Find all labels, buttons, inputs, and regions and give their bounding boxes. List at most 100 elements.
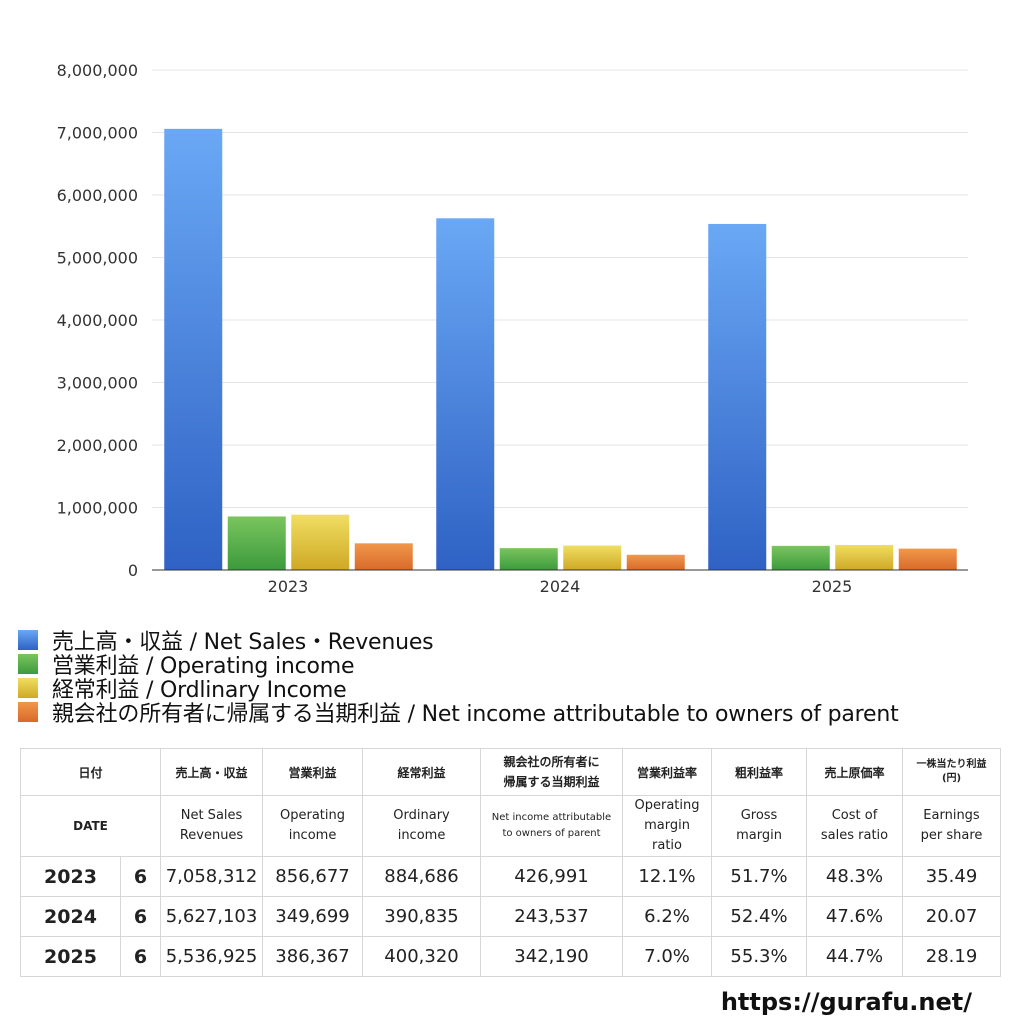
header-eps-en-1: Earnings — [923, 808, 980, 823]
header-sales-jp: 売上高・収益 — [160, 748, 264, 796]
cell-ordinary: 390,835 — [362, 896, 482, 937]
y-tick-label: 0 — [128, 561, 138, 580]
legend-label-operating: 営業利益 / Operating income — [52, 654, 355, 679]
cell-month: 6 — [120, 936, 162, 977]
header-op-margin-en-2: margin — [644, 818, 690, 833]
cell-operating: 386,367 — [262, 936, 364, 977]
table-row: 2025 6 5,536,925 386,367 400,320 342,190… — [20, 936, 1002, 977]
header-cost-en: Cost of sales ratio — [806, 795, 904, 857]
header-ordinary-jp: 経常利益 — [362, 748, 482, 796]
header-gross-en: Gross margin — [711, 795, 808, 857]
legend-swatch-net — [18, 702, 38, 722]
header-ordinary-en-1: Ordinary — [393, 808, 450, 823]
header-op-margin-en-1: Operating — [634, 798, 700, 813]
legend-item-ordinary: 経常利益 / Ordlinary Income — [18, 676, 899, 703]
table-header-jp: 日付 売上高・収益 営業利益 経常利益 親会社の所有者に 帰属する当期利益 営業… — [19, 748, 1002, 796]
cell-net: 426,991 — [480, 856, 624, 897]
legend-swatch-operating — [18, 654, 38, 674]
bars — [164, 128, 957, 570]
header-net-jp: 親会社の所有者に 帰属する当期利益 — [480, 748, 624, 796]
header-net-en-1: Net income attributable — [491, 812, 612, 823]
cell-eps: 28.19 — [902, 936, 1002, 977]
cell-cost: 47.6% — [806, 896, 904, 937]
x-tick-label: 2024 — [540, 577, 581, 596]
header-date-en: DATE — [19, 795, 162, 857]
bar-operating-2023 — [227, 516, 286, 570]
gridlines — [152, 69, 968, 508]
header-gross-en-1: Gross — [740, 808, 778, 823]
cell-sales: 5,536,925 — [160, 936, 264, 977]
legend: 売上高・収益 / Net Sales・Revenues 営業利益 / Opera… — [18, 628, 899, 727]
header-ordinary-en-2: income — [397, 828, 446, 843]
header-operating-jp: 営業利益 — [262, 748, 364, 796]
header-date-jp: 日付 — [19, 748, 162, 796]
cell-year: 2025 — [20, 936, 121, 977]
bar-net-2024 — [626, 554, 685, 570]
cell-operating: 349,699 — [262, 896, 364, 937]
header-cost-en-1: Cost of — [831, 808, 878, 823]
y-tick-label: 3,000,000 — [57, 374, 138, 393]
bar-ordinary-2023 — [291, 514, 350, 570]
header-eps-jp-line1: 一株当たり利益 — [916, 759, 987, 770]
cell-ordinary: 884,686 — [362, 856, 482, 897]
legend-label-sales: 売上高・収益 / Net Sales・Revenues — [52, 630, 434, 655]
cell-op-margin: 6.2% — [622, 896, 713, 937]
y-tick-label: 2,000,000 — [57, 436, 138, 455]
bar-net-2025 — [898, 548, 957, 570]
header-op-margin-en-3: ratio — [652, 838, 682, 853]
header-net-en-2: to owners of parent — [502, 828, 601, 839]
legend-item-operating: 営業利益 / Operating income — [18, 652, 899, 679]
cell-cost: 44.7% — [806, 936, 904, 977]
cell-net: 342,190 — [480, 936, 624, 977]
header-eps-en-2: per share — [920, 828, 983, 843]
header-cost-en-2: sales ratio — [820, 828, 889, 843]
header-ordinary-en: Ordinary income — [362, 795, 482, 857]
header-operating-en-2: income — [288, 828, 337, 843]
header-eps-jp-line2: (円) — [941, 773, 962, 784]
table-row: 2023 6 7,058,312 856,677 884,686 426,991… — [20, 856, 1002, 897]
header-sales-en: Net Sales Revenues — [160, 795, 264, 857]
y-tick-label: 7,000,000 — [57, 124, 138, 143]
header-net-jp-line2: 帰属する当期利益 — [503, 775, 600, 789]
cell-eps: 35.49 — [902, 856, 1002, 897]
x-tick-label: 2023 — [268, 577, 309, 596]
cell-op-margin: 7.0% — [622, 936, 713, 977]
table-row: 2024 6 5,627,103 349,699 390,835 243,537… — [20, 896, 1002, 937]
site-link[interactable]: https://gurafu.net/ — [720, 988, 972, 1016]
financial-data-table: 日付 売上高・収益 営業利益 経常利益 親会社の所有者に 帰属する当期利益 営業… — [19, 748, 1002, 977]
cell-gross: 52.4% — [711, 896, 808, 937]
cell-year: 2024 — [20, 896, 121, 937]
y-tick-label: 5,000,000 — [57, 249, 138, 268]
legend-item-sales: 売上高・収益 / Net Sales・Revenues — [18, 628, 899, 655]
header-net-en: Net income attributable to owners of par… — [480, 795, 624, 857]
y-tick-label: 4,000,000 — [57, 311, 138, 330]
bar-ordinary-2024 — [563, 545, 622, 570]
bar-sales-2024 — [436, 218, 495, 570]
cell-sales: 5,627,103 — [160, 896, 264, 937]
header-gross-en-2: margin — [736, 828, 782, 843]
bar-operating-2025 — [771, 545, 830, 570]
x-axis-tick-labels: 2023 2024 2025 — [268, 577, 853, 596]
bar-operating-2024 — [499, 548, 558, 570]
cell-gross: 55.3% — [711, 936, 808, 977]
header-gross-jp: 粗利益率 — [711, 748, 808, 796]
cell-ordinary: 400,320 — [362, 936, 482, 977]
header-operating-en-1: Operating — [280, 808, 346, 823]
header-op-margin-en: Operating margin ratio — [622, 795, 713, 857]
header-cost-jp: 売上原価率 — [806, 748, 904, 796]
y-tick-label: 8,000,000 — [57, 61, 138, 80]
cell-operating: 856,677 — [262, 856, 364, 897]
y-tick-label: 6,000,000 — [57, 186, 138, 205]
bar-net-2023 — [354, 543, 413, 570]
y-axis-tick-labels: 0 1,000,000 2,000,000 3,000,000 4,000,000 5,0… — [57, 61, 138, 580]
cell-cost: 48.3% — [806, 856, 904, 897]
header-eps-en: Earnings per share — [902, 795, 1002, 857]
header-op-margin-jp: 営業利益率 — [622, 748, 713, 796]
bar-chart: 0 1,000,000 2,000,000 3,000,000 4,000,000 5,0… — [57, 61, 968, 596]
legend-swatch-sales — [18, 630, 38, 650]
legend-item-net: 親会社の所有者に帰属する当期利益 / Net income attributab… — [18, 700, 899, 727]
cell-month: 6 — [120, 856, 162, 897]
header-sales-en-1: Net Sales — [180, 808, 243, 823]
x-tick-label: 2025 — [812, 577, 853, 596]
cell-eps: 20.07 — [902, 896, 1002, 937]
